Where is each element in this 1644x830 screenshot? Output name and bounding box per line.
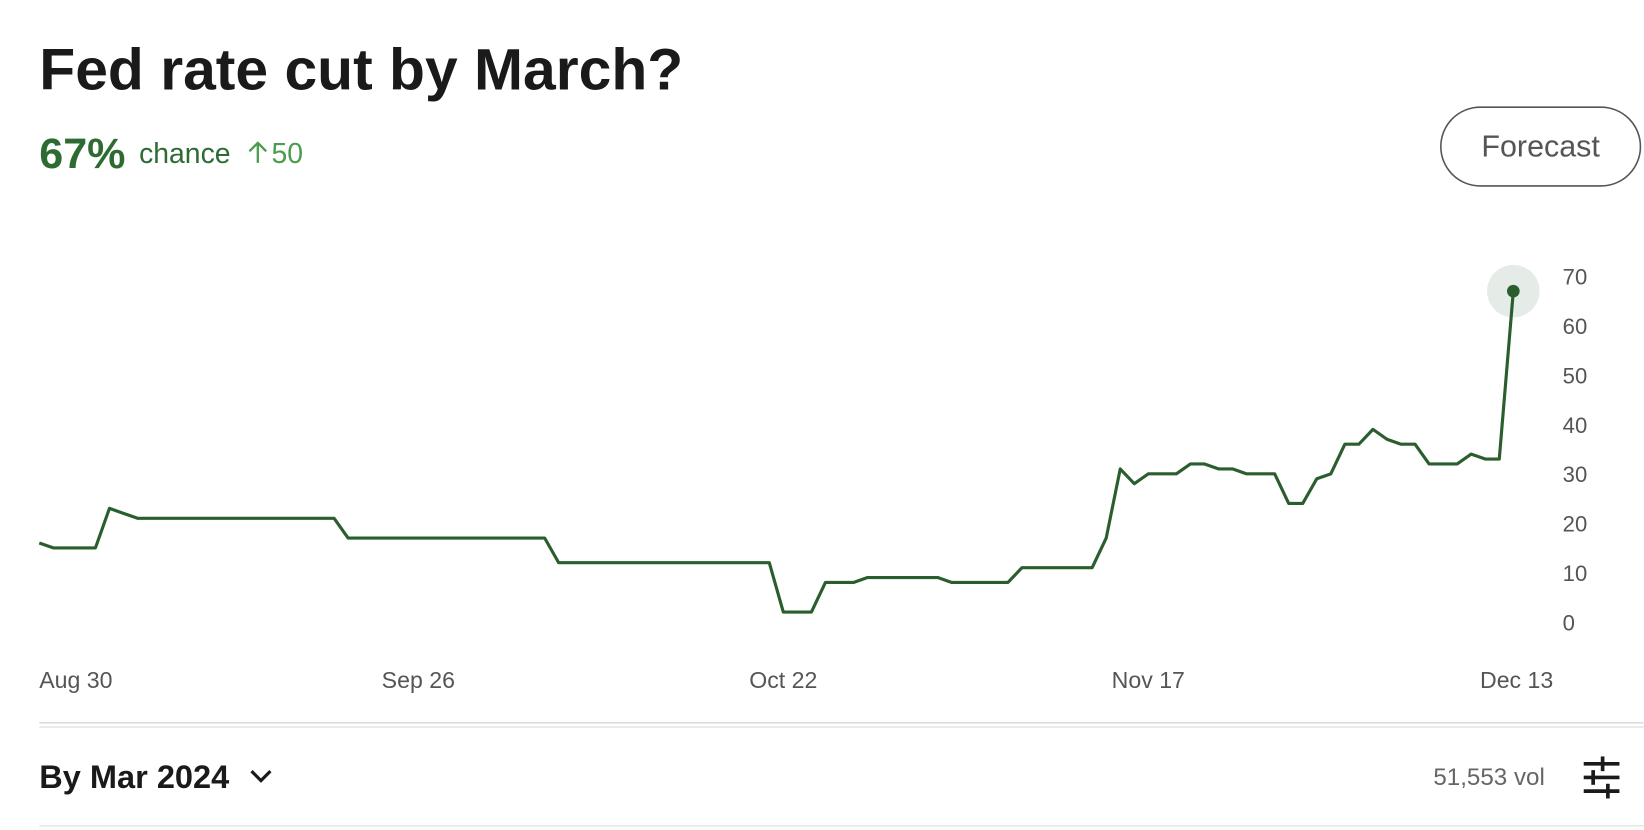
volume: 51,553 vol <box>1433 764 1544 791</box>
chart: 0 10 20 30 40 50 60 70 Aug 30 Sep 26 Oct 22 Nov 17 D… <box>38 265 1588 693</box>
x-tick-label: Nov 17 <box>1112 667 1185 693</box>
market-title: Fed rate cut by March? <box>39 37 683 102</box>
forecast-button[interactable]: Forecast <box>1440 106 1642 187</box>
change-value: 50 <box>271 138 303 170</box>
y-tick-label: 70 <box>1563 265 1588 290</box>
x-tick-label: Aug 30 <box>39 667 112 693</box>
selector-label[interactable]: By Mar 2024 <box>39 759 229 795</box>
y-tick-label: 20 <box>1563 512 1588 537</box>
button-label[interactable]: Forecast <box>1481 130 1600 164</box>
y-tick-label: 0 <box>1563 610 1575 635</box>
chance-label: chance <box>139 138 230 170</box>
chevron <box>250 770 272 783</box>
filter-icon[interactable] <box>1583 756 1620 799</box>
contract-selector[interactable]: By Mar 2024 <box>39 759 272 795</box>
button-outline <box>1440 106 1642 187</box>
x-tick-label: Sep 26 <box>382 667 455 693</box>
y-tick-label: 60 <box>1563 314 1588 339</box>
x-tick-label: Dec 13 <box>1480 667 1553 693</box>
y-tick-label: 50 <box>1563 363 1588 388</box>
price-line <box>38 290 1515 614</box>
chance-value: 67% <box>39 130 125 178</box>
x-tick-label: Oct 22 <box>749 667 817 693</box>
y-tick-label: 40 <box>1563 413 1588 438</box>
up-arrow <box>248 141 268 163</box>
y-tick-label: 10 <box>1563 561 1588 586</box>
last-point <box>1507 284 1520 298</box>
y-tick-label: 30 <box>1563 462 1588 487</box>
